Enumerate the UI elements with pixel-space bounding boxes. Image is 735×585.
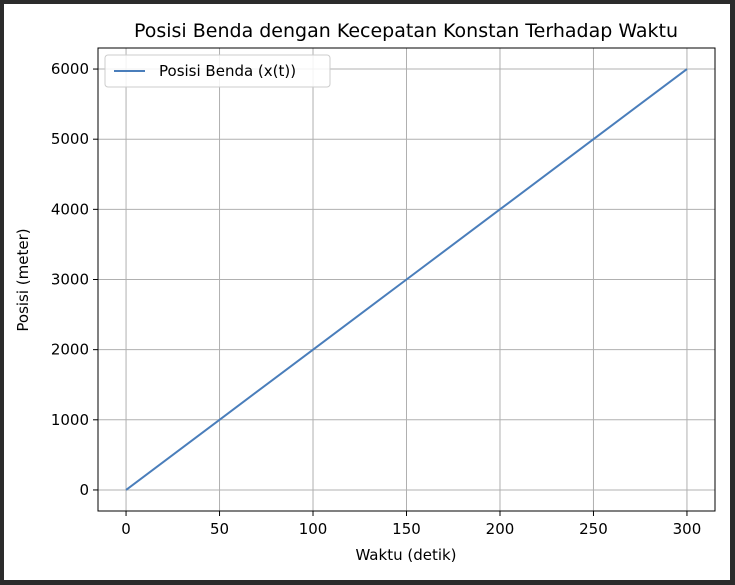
x-tick-label: 150 [392,520,421,538]
x-tick-label: 200 [486,520,515,538]
y-tick-label: 2000 [51,341,89,359]
x-axis-ticks: 0 50 100 150 200 250 300 [121,511,701,538]
x-tick-label: 50 [210,520,229,538]
legend-box [104,54,331,88]
chart-figure: Posisi Benda dengan Kecepatan Konstan Te… [4,4,730,580]
y-tick-label: 5000 [51,130,89,148]
y-tick-label: 1000 [51,411,89,429]
series-line [125,68,688,491]
chart-title: Posisi Benda dengan Kecepatan Konstan Te… [134,20,678,42]
y-axis-label: Posisi (meter) [14,228,32,331]
series-layer [125,68,688,491]
x-tick-label: 0 [121,520,131,538]
legend-label: Posisi Benda (x(t)) [159,62,296,80]
y-tick-label: 0 [79,481,89,499]
x-tick-label: 250 [579,520,608,538]
y-axis-ticks: 0 1000 2000 3000 4000 5000 6000 [51,60,98,499]
line-chart: Posisi Benda dengan Kecepatan Konstan Te… [14,20,716,564]
y-tick-label: 4000 [51,200,89,218]
y-tick-label: 3000 [51,271,89,289]
x-tick-label: 100 [299,520,328,538]
grid-lines [98,48,715,511]
y-tick-label: 6000 [51,60,89,78]
x-tick-label: 300 [673,520,702,538]
x-axis-label: Waktu (detik) [355,546,456,564]
legend: Posisi Benda (x(t)) [104,54,331,88]
